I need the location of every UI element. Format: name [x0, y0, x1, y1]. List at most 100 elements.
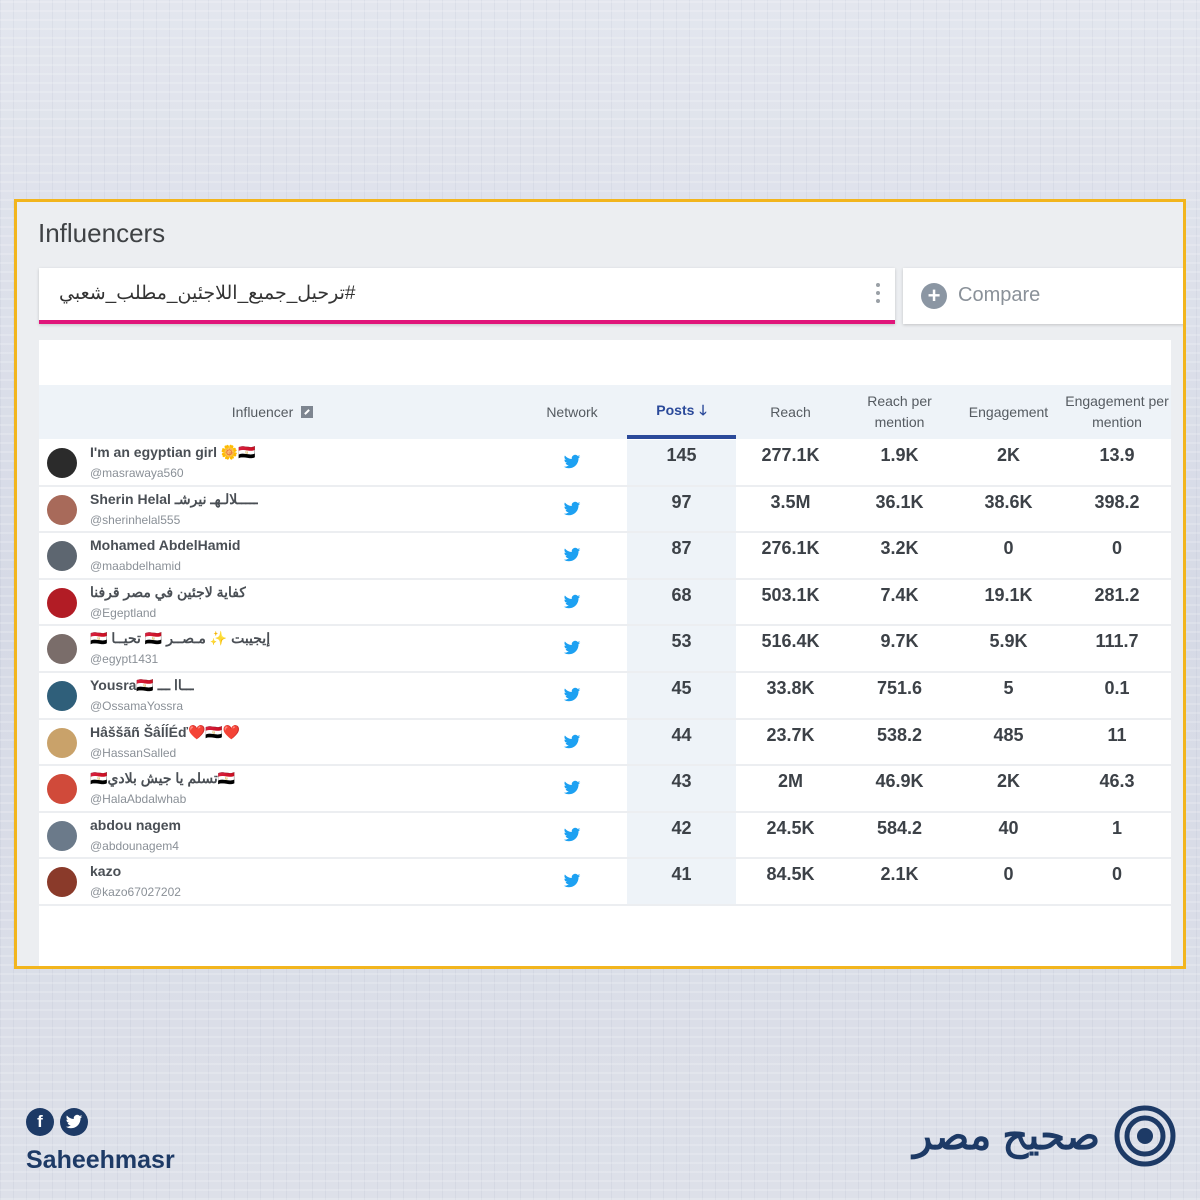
influencer-name[interactable]: Sherin Helal ـــــلالـهـ نيرشـ	[90, 490, 259, 507]
engagement-per-mention-value: 111.7	[1095, 631, 1139, 652]
column-header-engagement-per-mention[interactable]: Engagement per mention	[1065, 393, 1169, 430]
twitter-icon	[561, 686, 583, 704]
engagement-value: 2K	[996, 445, 1020, 465]
table-row[interactable]: 🇪🇬 تحيــا 🇪🇬 إيجيبت ✨ مـصــر @egypt1431 53…	[39, 626, 1171, 673]
reach-value: 277.1K	[761, 445, 820, 465]
engagement-per-mention-value: 46.3	[1099, 771, 1135, 792]
column-header-posts[interactable]: Posts 🡓	[627, 385, 736, 439]
influencer-handle[interactable]: @OssamaYossra	[90, 698, 184, 713]
reach-per-mention-value: 46.9K	[875, 771, 924, 792]
table-header: Influencer Network Posts 🡓 Reach Reach p…	[39, 385, 1171, 439]
influencer-name[interactable]: Hâššãñ ŠâĺĺÉď❤️🇪🇬❤️	[90, 723, 241, 740]
engagement-per-mention-value: 0	[1111, 864, 1122, 885]
search-query-text[interactable]: #ترحيل_جميع_اللاجئين_مطلب_شعبي	[59, 283, 356, 304]
reach-value: 3.5M	[770, 491, 811, 512]
influencer-handle[interactable]: @abdounagem4	[90, 838, 179, 853]
column-header-reach-per-mention[interactable]: Reach per mention	[867, 393, 932, 430]
reach-per-mention-value: 584.2	[876, 817, 923, 838]
influencer-handle[interactable]: @HalaAbdalwhab	[90, 792, 187, 807]
column-label: Posts	[656, 401, 695, 418]
page-title: Influencers	[38, 218, 166, 248]
engagement-per-mention-value: 11	[1107, 724, 1127, 745]
influencer-name[interactable]: abdou nagem	[90, 816, 182, 833]
reach-per-mention-value: 751.6	[876, 677, 923, 698]
avatar[interactable]	[47, 448, 77, 478]
twitter-icon	[561, 453, 583, 471]
influencer-handle[interactable]: @Egeptland	[90, 605, 157, 620]
table-body: I'm an egyptian girl 🌼🇪🇬 @masrawaya560 1 45…	[39, 440, 1171, 906]
avatar[interactable]	[47, 774, 77, 805]
engagement-value: 5.9K	[989, 631, 1028, 652]
reach-value: 33.8K	[766, 677, 815, 698]
influencer-handle[interactable]: @egypt1431	[90, 652, 159, 667]
influencer-name[interactable]: Mohamed AbdelHamid	[90, 537, 241, 554]
kebab-menu-icon[interactable]	[875, 283, 881, 307]
posts-value: 45	[627, 672, 736, 718]
posts-value: 41	[627, 859, 736, 904]
engagement-per-mention-value: 13.9	[1099, 445, 1135, 465]
influencer-handle[interactable]: @masrawaya560	[90, 466, 184, 480]
influencer-name[interactable]: 🇪🇬تسلم يا جيش بلادي🇪🇬	[90, 770, 236, 787]
table-row[interactable]: Hâššãñ ŠâĺĺÉď❤️🇪🇬❤️ @HassanSalled 44 23.7K 5…	[39, 719, 1171, 767]
engagement-per-mention-value: 1	[1111, 817, 1122, 838]
influencer-name[interactable]: I'm an egyptian girl 🌼🇪🇬	[90, 444, 256, 460]
search-query-box[interactable]: #ترحيل_جميع_اللاجئين_مطلب_شعبي	[39, 268, 895, 324]
influencers-table-panel: Influencer Network Posts 🡓 Reach Reach p…	[39, 340, 1171, 966]
avatar[interactable]	[47, 587, 77, 618]
influencer-name[interactable]: kazo	[90, 863, 122, 880]
posts-value: 44	[627, 719, 736, 765]
avatar[interactable]	[47, 541, 77, 572]
influencer-handle[interactable]: @maabdelhamid	[90, 559, 181, 574]
influencer-handle[interactable]: @sherinhelal555	[90, 512, 181, 527]
influencer-handle[interactable]: @HassanSalled	[90, 745, 177, 760]
compare-button[interactable]: + Compare	[903, 268, 1183, 324]
avatar[interactable]	[47, 867, 77, 898]
influencer-name[interactable]: Yousra🇪🇬 ـــاا ـــ	[90, 676, 195, 693]
reach-per-mention-value: 3.2K	[880, 538, 919, 559]
engagement-value: 2K	[996, 771, 1020, 792]
influencer-handle[interactable]: @kazo67027202	[90, 885, 181, 900]
table-row[interactable]: 🇪🇬تسلم يا جيش بلادي🇪🇬 @HalaAbdalwhab 43 2M 4…	[39, 766, 1171, 813]
avatar[interactable]	[47, 820, 77, 851]
influencer-name[interactable]: 🇪🇬 تحيــا 🇪🇬 إيجيبت ✨ مـصــر	[90, 630, 271, 647]
table-row[interactable]: kazo @kazo67027202 41 84.5K 2.1K 0 0	[39, 859, 1171, 906]
reach-value: 23.7K	[766, 724, 815, 745]
influencer-name[interactable]: كفاية لاجئين في مصر قرفنا	[90, 583, 247, 600]
avatar[interactable]	[47, 680, 77, 711]
twitter-icon[interactable]	[60, 1108, 88, 1136]
external-link-icon[interactable]	[301, 406, 314, 418]
table-row[interactable]: I'm an egyptian girl 🌼🇪🇬 @masrawaya560 145…	[39, 440, 1171, 487]
table-row[interactable]: كفاية لاجئين في مصر قرفنا @Egeptland 68 503…	[39, 579, 1171, 627]
table-row[interactable]: Sherin Helal ـــــلالـهـ نيرشـ @sherinhel…	[39, 486, 1171, 534]
plus-icon: +	[921, 283, 947, 309]
column-header-influencer[interactable]: Influencer	[39, 385, 506, 439]
reach-value: 2M	[777, 771, 803, 792]
brand-arabic: صحيح مصر	[913, 1114, 1100, 1158]
avatar[interactable]	[47, 634, 77, 665]
column-header-reach[interactable]: Reach	[770, 403, 811, 420]
column-header-network[interactable]: Network	[546, 403, 598, 420]
posts-value: 68	[627, 579, 736, 625]
table-row[interactable]: Yousra🇪🇬 ـــاا ـــ @OssamaYossra 45 33.8K 75…	[39, 672, 1171, 720]
engagement-value: 38.6K	[984, 491, 1033, 512]
engagement-value: 40	[998, 817, 1019, 838]
avatar[interactable]	[47, 727, 77, 758]
facebook-icon[interactable]: f	[26, 1108, 54, 1136]
engagement-value: 0	[1003, 864, 1014, 885]
engagement-value: 5	[1003, 677, 1014, 698]
twitter-icon	[561, 593, 583, 611]
twitter-icon	[561, 733, 583, 751]
target-logo-icon	[1114, 1105, 1176, 1167]
table-row[interactable]: abdou nagem @abdounagem4 42 24.5K 584.2 40 1	[39, 812, 1171, 860]
posts-value: 43	[627, 766, 736, 811]
posts-value: 42	[627, 812, 736, 858]
table-row[interactable]: Mohamed AbdelHamid @maabdelhamid 87 276.1K 3…	[39, 533, 1171, 580]
reach-value: 24.5K	[766, 817, 815, 838]
reach-per-mention-value: 1.9K	[880, 445, 919, 465]
posts-value: 97	[627, 486, 736, 532]
branding-right: صحيح مصر	[913, 1105, 1176, 1167]
column-label: Influencer	[231, 403, 294, 420]
compare-label: Compare	[958, 284, 1041, 306]
avatar[interactable]	[47, 494, 77, 525]
column-header-engagement[interactable]: Engagement	[968, 403, 1049, 420]
